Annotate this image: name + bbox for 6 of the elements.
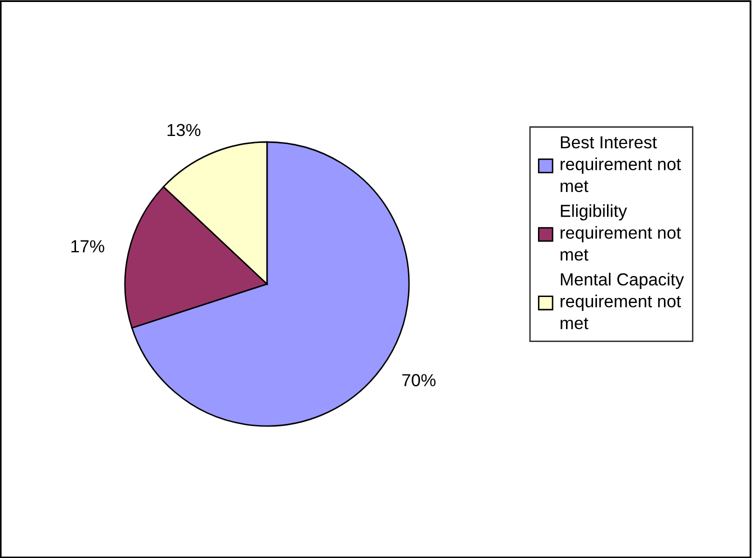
data-label: 70% bbox=[402, 374, 436, 386]
data-label: 13% bbox=[168, 124, 200, 136]
legend-label: Mental Capacity requirement not met bbox=[560, 272, 684, 330]
legend-label: Best Interest requirement not met bbox=[560, 136, 681, 192]
legend-label: Eligibility requirement not met bbox=[560, 204, 681, 261]
data-label: 17% bbox=[71, 240, 104, 252]
